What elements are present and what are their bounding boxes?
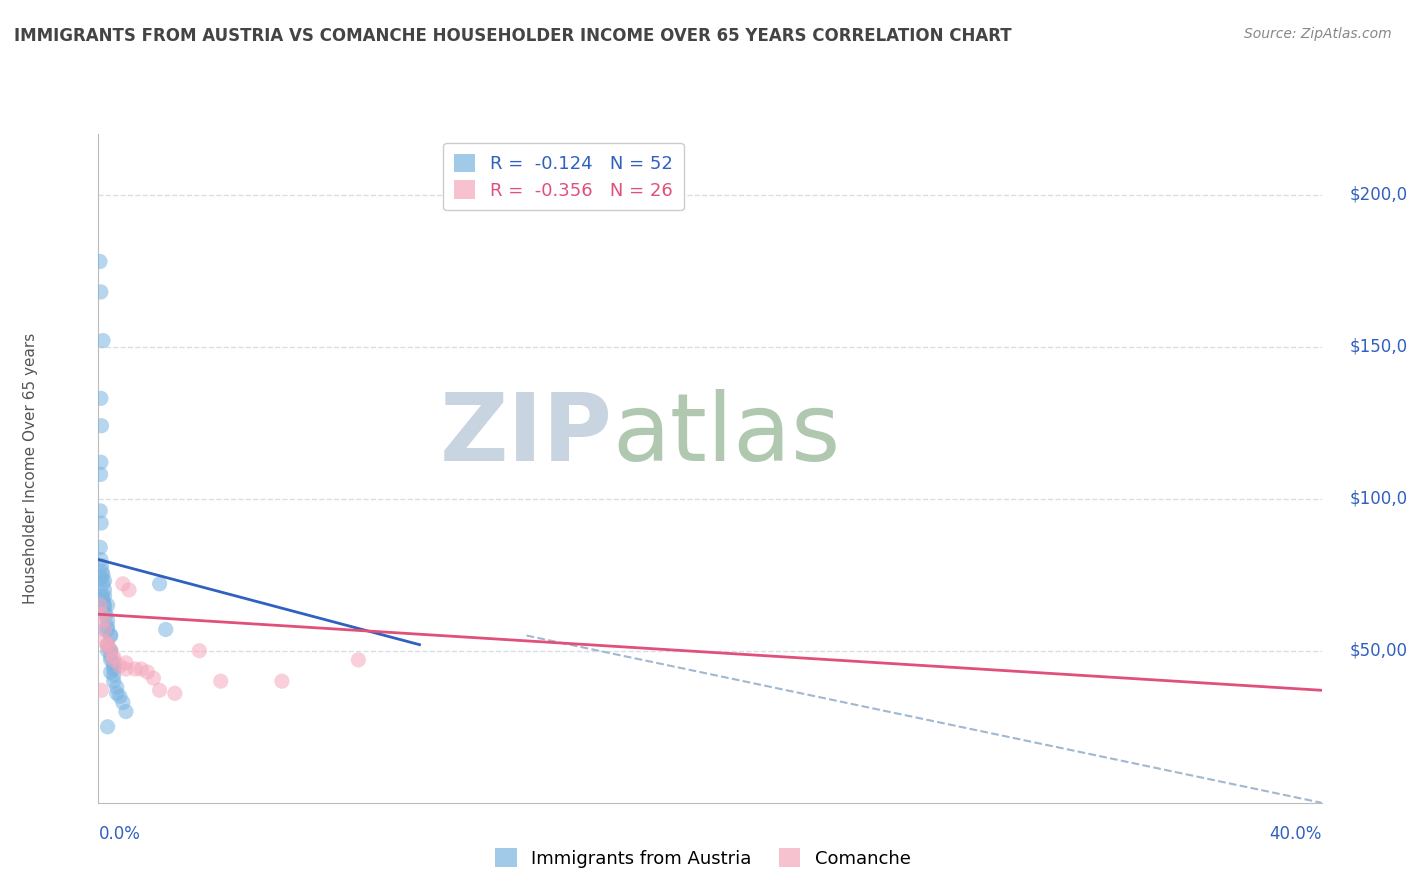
Point bbox=[100, 628, 122, 642]
Point bbox=[90, 285, 112, 299]
Point bbox=[89, 598, 111, 612]
Point bbox=[111, 696, 134, 710]
Point bbox=[129, 662, 152, 676]
Text: Source: ZipAtlas.com: Source: ZipAtlas.com bbox=[1244, 27, 1392, 41]
Point bbox=[108, 659, 131, 673]
Text: atlas: atlas bbox=[612, 389, 841, 481]
Point bbox=[100, 653, 122, 667]
Text: Householder Income Over 65 years: Householder Income Over 65 years bbox=[24, 333, 38, 604]
Point bbox=[103, 649, 125, 664]
Point bbox=[111, 577, 134, 591]
Point bbox=[97, 613, 120, 627]
Point bbox=[97, 644, 120, 658]
Point bbox=[103, 659, 125, 673]
Text: 0.0%: 0.0% bbox=[98, 825, 141, 843]
Point bbox=[91, 577, 114, 591]
Point bbox=[93, 623, 115, 637]
Point bbox=[94, 607, 117, 622]
Point bbox=[103, 674, 125, 689]
Point bbox=[90, 571, 112, 585]
Point bbox=[93, 634, 115, 648]
Legend: Immigrants from Austria, Comanche: Immigrants from Austria, Comanche bbox=[485, 838, 921, 879]
Point bbox=[97, 598, 120, 612]
Point bbox=[118, 582, 141, 597]
Point bbox=[91, 589, 114, 603]
Text: ZIP: ZIP bbox=[439, 389, 612, 481]
Point bbox=[91, 565, 114, 579]
Point bbox=[90, 418, 112, 433]
Point bbox=[149, 683, 172, 698]
Text: $200,000: $200,000 bbox=[1350, 186, 1406, 203]
Point bbox=[90, 392, 112, 406]
Text: IMMIGRANTS FROM AUSTRIA VS COMANCHE HOUSEHOLDER INCOME OVER 65 YEARS CORRELATION: IMMIGRANTS FROM AUSTRIA VS COMANCHE HOUS… bbox=[14, 27, 1012, 45]
Point bbox=[90, 558, 112, 573]
Point bbox=[209, 674, 232, 689]
Legend: R =  -0.124   N = 52, R =  -0.356   N = 26: R = -0.124 N = 52, R = -0.356 N = 26 bbox=[443, 143, 683, 211]
Point bbox=[115, 662, 138, 676]
Text: $50,000: $50,000 bbox=[1350, 641, 1406, 660]
Point bbox=[103, 662, 125, 676]
Point bbox=[115, 705, 138, 719]
Point bbox=[100, 644, 122, 658]
Point bbox=[103, 668, 125, 682]
Point bbox=[270, 674, 292, 689]
Point bbox=[124, 662, 146, 676]
Point bbox=[103, 656, 125, 670]
Point bbox=[90, 516, 112, 530]
Text: $150,000: $150,000 bbox=[1350, 338, 1406, 356]
Point bbox=[91, 334, 114, 348]
Point bbox=[100, 649, 122, 664]
Point bbox=[100, 665, 122, 679]
Point bbox=[97, 619, 120, 633]
Point bbox=[100, 628, 122, 642]
Point bbox=[100, 644, 122, 658]
Point bbox=[97, 638, 120, 652]
Point bbox=[100, 644, 122, 658]
Point bbox=[93, 623, 115, 637]
Point bbox=[90, 552, 112, 566]
Point bbox=[91, 613, 114, 627]
Point bbox=[91, 567, 114, 582]
Point bbox=[97, 638, 120, 652]
Point bbox=[105, 680, 128, 694]
Point bbox=[103, 653, 125, 667]
Point bbox=[90, 607, 112, 622]
Point bbox=[89, 254, 111, 268]
Point bbox=[136, 665, 159, 679]
Point bbox=[97, 720, 120, 734]
Point bbox=[142, 671, 165, 685]
Point bbox=[188, 644, 211, 658]
Text: $100,000: $100,000 bbox=[1350, 490, 1406, 508]
Point bbox=[163, 686, 186, 700]
Point bbox=[90, 455, 112, 469]
Point bbox=[91, 592, 114, 607]
Point bbox=[90, 467, 112, 482]
Point bbox=[97, 623, 120, 637]
Text: 40.0%: 40.0% bbox=[1270, 825, 1322, 843]
Point bbox=[93, 582, 115, 597]
Point bbox=[93, 574, 115, 588]
Point bbox=[89, 504, 111, 518]
Point bbox=[108, 690, 131, 704]
Point bbox=[93, 598, 115, 612]
Point bbox=[149, 577, 172, 591]
Point bbox=[105, 686, 128, 700]
Point bbox=[90, 683, 112, 698]
Point bbox=[93, 589, 115, 603]
Point bbox=[155, 623, 177, 637]
Point bbox=[347, 653, 370, 667]
Point bbox=[93, 604, 115, 618]
Point bbox=[97, 638, 120, 652]
Point bbox=[115, 656, 138, 670]
Point bbox=[93, 598, 115, 612]
Point bbox=[89, 541, 111, 555]
